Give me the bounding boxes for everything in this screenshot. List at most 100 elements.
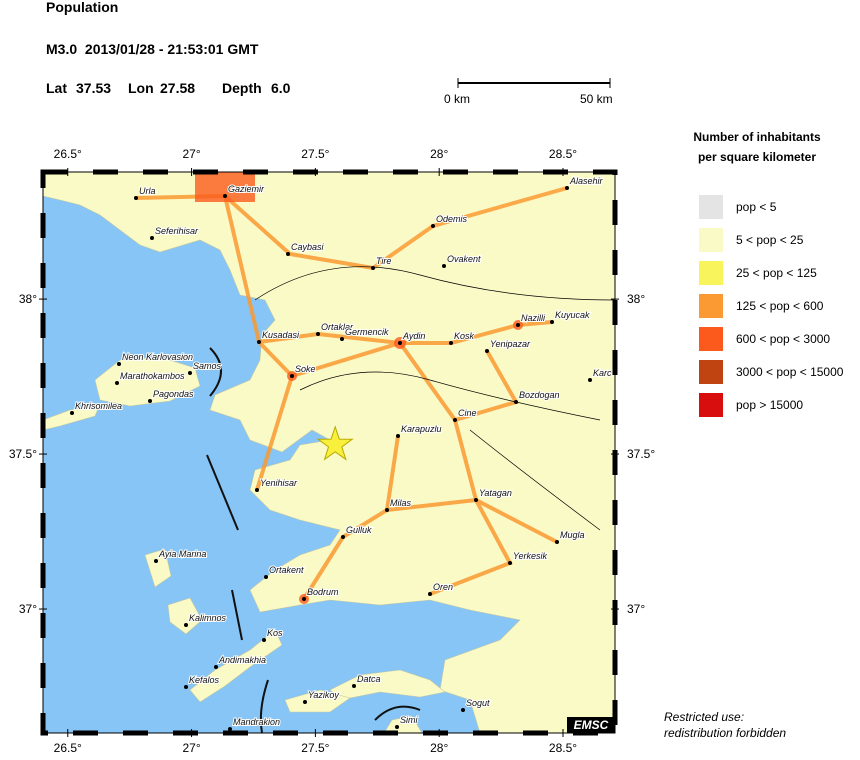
- epicenter: [316, 425, 354, 461]
- town-dot: [555, 540, 559, 544]
- town-label: Ayia Marina: [158, 549, 206, 559]
- town-dot: [302, 597, 306, 601]
- town-label: Karc: [593, 368, 612, 378]
- town-dot: [371, 266, 375, 270]
- town-dot: [442, 264, 446, 268]
- town-label: Aydin: [402, 331, 425, 341]
- town-dot: [150, 236, 154, 240]
- legend-swatch: [699, 393, 723, 417]
- badge-bg: [567, 717, 615, 733]
- town-label: Germencik: [345, 327, 389, 337]
- town-dot: [257, 340, 261, 344]
- town-label: Sogut: [466, 698, 490, 708]
- town-dot: [474, 498, 478, 502]
- legend-label: 125 < pop < 600: [736, 299, 824, 313]
- town-label: Datca: [357, 674, 381, 684]
- town-label: Yazikoy: [308, 690, 339, 700]
- town-label: Kalimnos: [189, 613, 227, 623]
- town-label: Bozdogan: [519, 390, 560, 400]
- town-dot: [508, 561, 512, 565]
- town-dot: [303, 700, 307, 704]
- depth: 6.0: [271, 80, 291, 96]
- town-dot: [214, 665, 218, 669]
- town-dot: [341, 535, 345, 539]
- legend-title: per square kilometer: [698, 150, 816, 164]
- legend-swatch: [699, 360, 723, 384]
- legend-swatch: [699, 228, 723, 252]
- town-dot: [115, 381, 119, 385]
- lon-tick-label: 26.5°: [54, 147, 82, 161]
- town-label: Neon Karlovasion: [122, 352, 193, 362]
- town-dot: [286, 252, 290, 256]
- town-label: Cine: [458, 408, 477, 418]
- town-dot: [550, 320, 554, 324]
- town-label: Yatagan: [479, 488, 512, 498]
- lat-label: Lat: [46, 80, 67, 96]
- legend-swatch: [699, 327, 723, 351]
- town-label: Ortaklar: [321, 322, 354, 332]
- lon-label: Lon: [128, 80, 154, 96]
- lon-tick-label: 27°: [182, 147, 200, 161]
- town-label: Odemis: [436, 214, 468, 224]
- town-dot: [431, 224, 435, 228]
- town-dot: [395, 725, 399, 729]
- town-dot: [461, 708, 465, 712]
- town-dot: [398, 341, 402, 345]
- town-dot: [396, 434, 400, 438]
- town-dot: [385, 508, 389, 512]
- depth-label: Depth: [222, 80, 262, 96]
- town-dot: [428, 592, 432, 596]
- town-dot: [516, 323, 520, 327]
- town-label: Yenihisar: [260, 478, 298, 488]
- scale-end: 50 km: [580, 92, 613, 106]
- town-label: Andimakhia: [218, 655, 266, 665]
- town-label: Yenipazar: [490, 339, 531, 349]
- town-label: Kosk: [454, 331, 475, 341]
- lat: 37.53: [76, 80, 111, 96]
- town-dot: [255, 488, 259, 492]
- badge: EMSC: [574, 718, 609, 732]
- town-dot: [449, 341, 453, 345]
- legend-swatch: [699, 261, 723, 285]
- town-label: Seferihisar: [155, 226, 199, 236]
- town-dot: [588, 378, 592, 382]
- legend-label: 5 < pop < 25: [736, 233, 804, 247]
- town-dot: [117, 362, 121, 366]
- lat-tick-label: 37.5°: [9, 447, 37, 461]
- town-dot: [148, 399, 152, 403]
- lon-tick-label: 28°: [430, 147, 448, 161]
- footer: redistribution forbidden: [664, 726, 786, 740]
- town-label: Simi: [400, 715, 418, 725]
- legend-label: pop > 15000: [736, 398, 803, 412]
- town-label: Urla: [139, 186, 156, 196]
- town-label: Ovakent: [447, 254, 481, 264]
- legend-title: Number of inhabitants: [693, 130, 821, 144]
- town-dot: [340, 337, 344, 341]
- lat-tick-label: 38°: [19, 292, 37, 306]
- frame: [42, 171, 616, 734]
- lat-tick-label: 38°: [627, 292, 645, 306]
- town-label: Mugla: [560, 530, 585, 540]
- town-label: Mandrakion: [233, 717, 280, 727]
- town-label: Karapuzlu: [401, 424, 442, 434]
- town-dot: [290, 374, 294, 378]
- lat-tick-label: 37.5°: [627, 447, 655, 461]
- town-label: Gaziemir: [228, 184, 265, 194]
- town-dot: [184, 623, 188, 627]
- town-dot: [485, 349, 489, 353]
- town-label: Oren: [433, 582, 453, 592]
- town-label: Kuyucak: [555, 310, 590, 320]
- town-dot: [565, 186, 569, 190]
- town-dot: [228, 727, 232, 731]
- town-dot: [134, 196, 138, 200]
- legend-label: 3000 < pop < 15000: [736, 365, 844, 379]
- lat-tick-label: 37°: [627, 602, 645, 616]
- town-label: Marathokambos: [120, 371, 185, 381]
- town-label: Khrisomilea: [75, 401, 122, 411]
- town-label: Milas: [390, 498, 412, 508]
- scale-bar: [457, 78, 611, 88]
- town-dot: [264, 575, 268, 579]
- lon-tick-label: 28°: [430, 741, 448, 755]
- town-label: Nazilli: [521, 313, 546, 323]
